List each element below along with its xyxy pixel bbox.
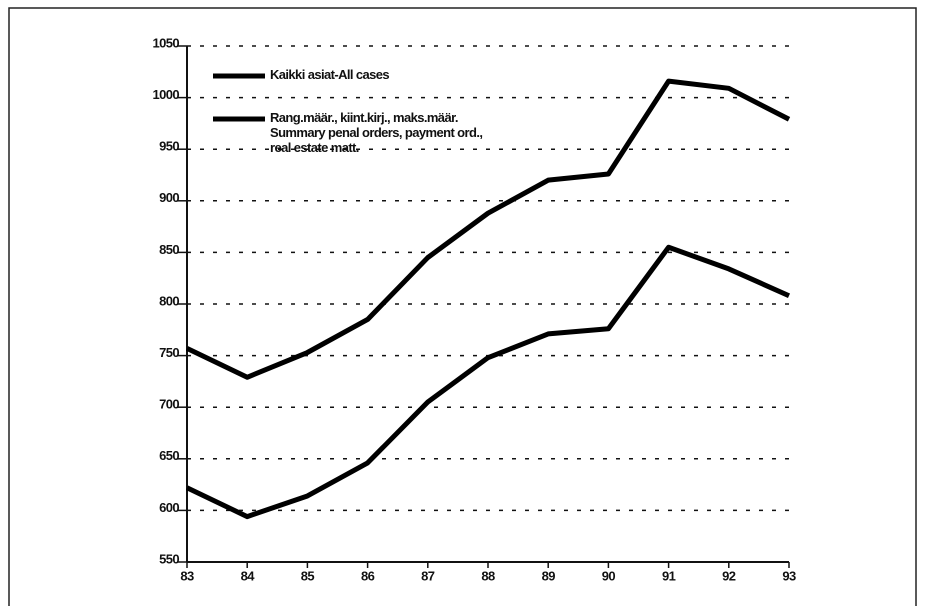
x-tick-label: 87	[421, 568, 435, 583]
y-tick-label: 850	[159, 242, 179, 257]
series-line	[185, 78, 791, 380]
x-tick-label: 86	[361, 568, 375, 583]
y-tick-label: 1000	[152, 87, 179, 102]
y-tick-label: 1050	[152, 35, 179, 50]
y-tick-label: 650	[159, 448, 179, 463]
y-tick-label: 700	[159, 397, 179, 412]
y-tick-label: 600	[159, 500, 179, 515]
frame	[8, 7, 917, 606]
x-tick-label: 93	[782, 568, 796, 583]
y-tick-label: 800	[159, 293, 179, 308]
y-tick-label: 950	[159, 139, 179, 154]
x-tick-label: 91	[662, 568, 676, 583]
x-tick-label: 85	[301, 568, 315, 583]
x-tick-label: 92	[722, 568, 736, 583]
x-tick-label: 84	[241, 568, 256, 583]
x-tick-label: 88	[481, 568, 495, 583]
series-line	[185, 244, 791, 520]
y-tick-label: 750	[159, 345, 179, 360]
x-tick-label: 89	[542, 568, 556, 583]
y-tick-label: 550	[159, 551, 179, 566]
legend-label: Rang.määr., kiint.kirj., maks.määr. Summ…	[270, 110, 483, 155]
legend-label: Kaikki asiat-All cases	[270, 67, 390, 82]
y-tick-label: 900	[159, 190, 179, 205]
x-tick-label: 90	[602, 568, 616, 583]
x-tick-label: 83	[180, 568, 194, 583]
